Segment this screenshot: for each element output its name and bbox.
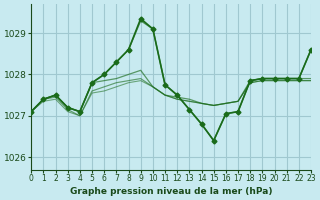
X-axis label: Graphe pression niveau de la mer (hPa): Graphe pression niveau de la mer (hPa) (70, 187, 272, 196)
